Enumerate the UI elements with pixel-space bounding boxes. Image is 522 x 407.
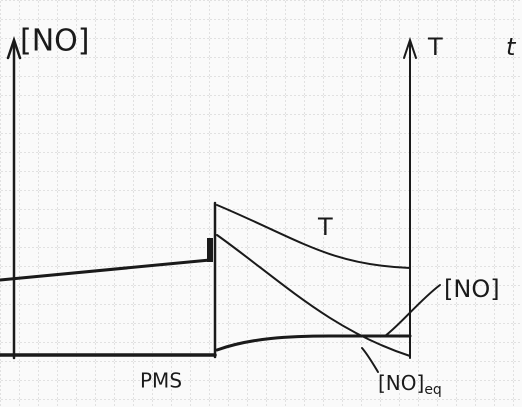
sketch: [NO] T t T [NO] [NO]eq PMS	[0, 0, 522, 407]
grid-paper	[0, 0, 522, 407]
no-eq-sub: eq	[424, 382, 442, 398]
no-eq-main: [NO]	[378, 371, 424, 395]
no-label: [NO]	[444, 275, 500, 303]
page: {"left_axis_label": "[NO]", "right_axis_…	[0, 0, 522, 407]
x-label: PMS	[140, 369, 182, 393]
left-axis-label: [NO]	[20, 24, 89, 59]
corner-text: t	[506, 33, 517, 61]
temperature-label: T	[317, 213, 333, 241]
right-axis-label: T	[427, 33, 443, 61]
mark	[207, 238, 213, 262]
